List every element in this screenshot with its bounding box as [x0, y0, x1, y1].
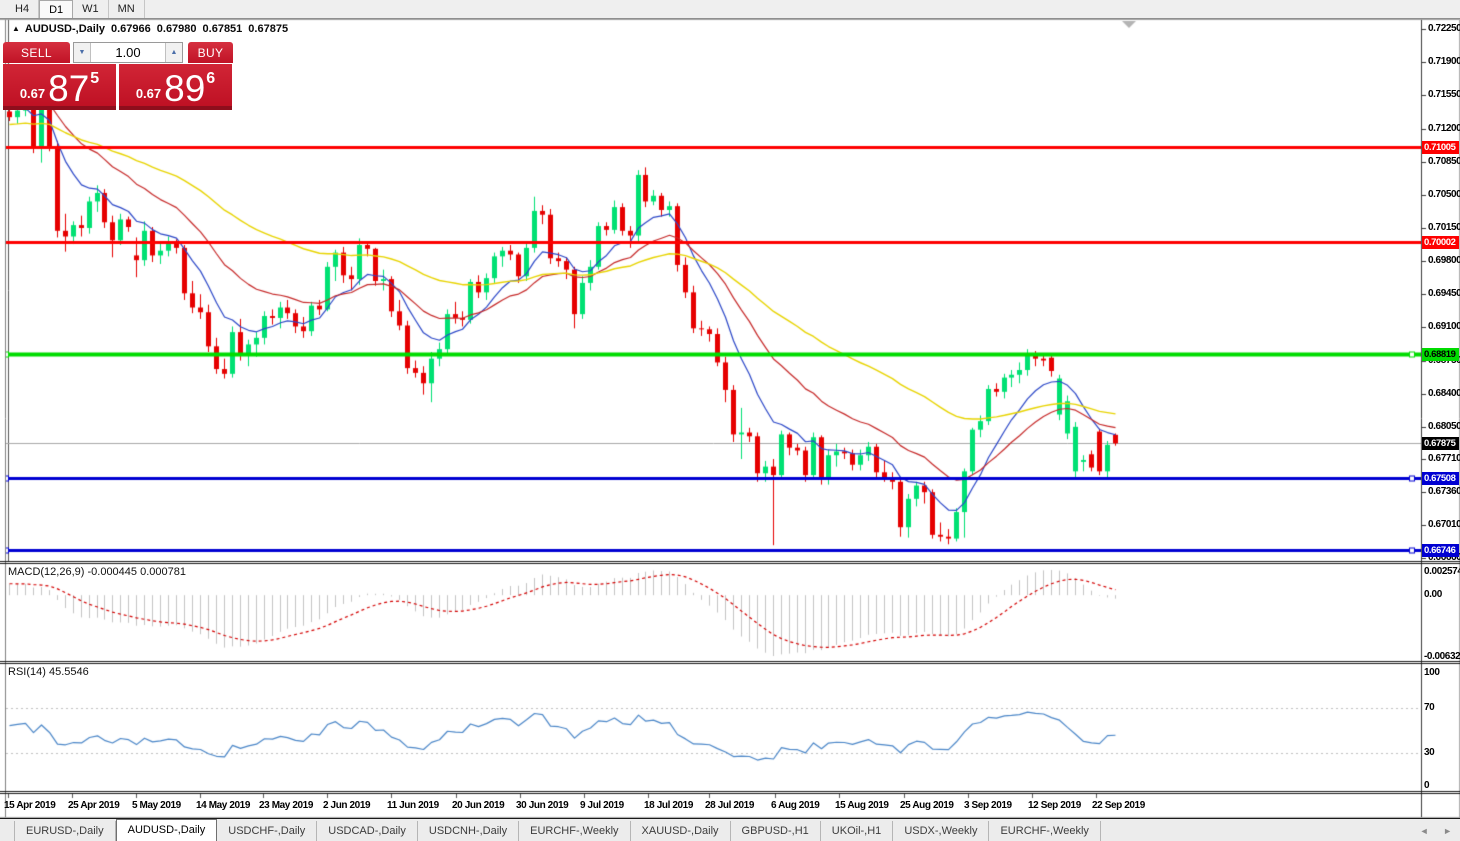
macd-axis-max: 0.002574	[1424, 566, 1460, 577]
x-axis-label: 18 Jul 2019	[644, 800, 693, 811]
y-axis-label: 0.71900	[1428, 56, 1460, 67]
timeframe-button-h4[interactable]: H4	[6, 0, 40, 18]
x-axis-label: 6 Aug 2019	[771, 800, 820, 811]
chart-tab-usdcnh-daily[interactable]: USDCNH-,Daily	[418, 821, 520, 841]
y-axis-label: 0.67010	[1428, 519, 1460, 530]
macd-axis-min: -0.006326	[1424, 651, 1460, 662]
buy-button[interactable]: BUY	[188, 42, 233, 63]
macd-pane-title: MACD(12,26,9) -0.000445 0.000781	[8, 566, 186, 578]
chart-tab-gbpusd-h1[interactable]: GBPUSD-,H1	[731, 821, 821, 841]
chart-tab-eurchf-weekly[interactable]: EURCHF-,Weekly	[519, 821, 631, 841]
y-axis-label: 0.69100	[1428, 321, 1460, 332]
chart-symbol-period: AUDUSD-,Daily	[24, 23, 105, 35]
volume-increase-icon[interactable]: ▲	[165, 43, 182, 62]
rsi-axis-label: 100	[1424, 667, 1440, 678]
current-price-badge: 0.67875	[1422, 437, 1459, 450]
x-axis-label: 25 Apr 2019	[68, 800, 120, 811]
timeframe-toolbar: H4 D1 W1 MN	[0, 0, 1460, 19]
tab-scroll-right-icon[interactable]: ►	[1443, 826, 1452, 836]
price-line-badge: 0.71005	[1422, 141, 1459, 154]
buy-price-prefix: 0.67	[135, 86, 162, 101]
volume-input[interactable]	[91, 43, 165, 62]
buy-price-sup: 6	[206, 70, 216, 87]
chart-header: ▲ AUDUSD-,Daily 0.67966 0.67980 0.67851 0.678…	[12, 23, 288, 35]
x-axis-label: 5 May 2019	[132, 800, 181, 811]
volume-decrease-icon[interactable]: ▼	[74, 43, 91, 62]
x-axis-label: 25 Aug 2019	[900, 800, 954, 811]
chart-tab-xauusd-daily[interactable]: XAUUSD-,Daily	[631, 821, 731, 841]
y-axis-label: 0.72250	[1428, 23, 1460, 34]
y-axis-label: 0.68400	[1428, 388, 1460, 399]
sell-price-box[interactable]: 0.67 87 5	[3, 64, 116, 110]
macd-main-value: -0.000445	[87, 566, 138, 578]
chart-tab-audusd-daily[interactable]: AUDUSD-,Daily	[115, 819, 218, 841]
volume-stepper: ▼ ▲	[73, 42, 183, 63]
chart-tab-usdcad-daily[interactable]: USDCAD-,Daily	[317, 821, 418, 841]
x-axis-label: 23 May 2019	[259, 800, 313, 811]
rsi-value: 45.5546	[48, 666, 89, 678]
x-axis-label: 22 Sep 2019	[1092, 800, 1145, 811]
timeframe-button-mn[interactable]: MN	[109, 0, 145, 18]
y-axis-label: 0.70500	[1428, 189, 1460, 200]
chart-tab-usdchf-daily[interactable]: USDCHF-,Daily	[217, 821, 318, 841]
x-axis-label: 14 May 2019	[196, 800, 250, 811]
buy-price-box[interactable]: 0.67 89 6	[119, 64, 232, 110]
price-line-badge: 0.70002	[1422, 236, 1459, 249]
rsi-pane-title: RSI(14) 45.5546	[8, 666, 89, 678]
ohlc-low: 0.67851	[202, 23, 243, 35]
y-axis-label: 0.69450	[1428, 288, 1460, 299]
y-axis-label: 0.71550	[1428, 89, 1460, 100]
rsi-axis-label: 30	[1424, 747, 1435, 758]
buy-price-big: 89	[164, 67, 206, 109]
x-axis-label: 15 Apr 2019	[4, 800, 56, 811]
y-axis-label: 0.70150	[1428, 222, 1460, 233]
sell-button[interactable]: SELL	[3, 42, 70, 63]
ohlc-close: 0.67875	[248, 23, 289, 35]
sell-price-sup: 5	[90, 70, 100, 87]
x-axis-label: 28 Jul 2019	[705, 800, 754, 811]
tab-scroll-left-icon[interactable]: ◄	[1419, 826, 1429, 836]
timeframe-button-d1[interactable]: D1	[39, 0, 74, 18]
chart-tab-eurchf-weekly[interactable]: EURCHF-,Weekly	[989, 821, 1101, 841]
price-line-badge: 0.66746	[1422, 544, 1459, 557]
chart-tab-eurusd-daily[interactable]: EURUSD-,Daily	[14, 821, 116, 841]
x-axis-label: 3 Sep 2019	[964, 800, 1012, 811]
ohlc-open: 0.67966	[111, 23, 151, 35]
x-axis-label: 20 Jun 2019	[452, 800, 505, 811]
tab-scroll-arrows: ◄ ►	[1408, 826, 1452, 836]
macd-axis-zero: 0.00	[1424, 589, 1442, 600]
x-axis-label: 9 Jul 2019	[580, 800, 624, 811]
symbol-tab-bar: EURUSD-,Daily AUDUSD-,Daily USDCHF-,Daily U…	[0, 818, 1460, 841]
macd-signal-value: 0.000781	[140, 566, 186, 578]
chart-tab-ukoil-h1[interactable]: UKOil-,H1	[821, 821, 894, 841]
rsi-axis-label: 0	[1424, 780, 1430, 791]
y-axis-label: 0.68050	[1428, 421, 1460, 432]
timeframe-button-w1[interactable]: W1	[73, 0, 109, 18]
y-axis-label: 0.69800	[1428, 255, 1460, 266]
y-axis-label: 0.71200	[1428, 123, 1460, 134]
x-axis-label: 12 Sep 2019	[1028, 800, 1081, 811]
x-axis-label: 2 Jun 2019	[323, 800, 371, 811]
sell-price-prefix: 0.67	[19, 86, 46, 101]
price-line-badge: 0.67508	[1422, 472, 1459, 485]
collapse-triangle-icon[interactable]: ▲	[12, 24, 20, 33]
price-line-badge: 0.68819	[1422, 348, 1459, 361]
y-axis-label: 0.67360	[1428, 486, 1460, 497]
ohlc-high: 0.67980	[156, 23, 197, 35]
y-axis-label: 0.67710	[1428, 453, 1460, 464]
x-axis-label: 11 Jun 2019	[387, 800, 439, 811]
chart-tab-usdx-weekly[interactable]: USDX-,Weekly	[893, 821, 990, 841]
x-axis-label: 30 Jun 2019	[516, 800, 569, 811]
rsi-axis-label: 70	[1424, 702, 1435, 713]
x-axis-label: 15 Aug 2019	[835, 800, 889, 811]
y-axis-label: 0.66660	[1428, 552, 1460, 563]
one-click-trade-panel: SELL ▼ ▲ BUY 0.67 87 5 0.67 89 6	[3, 42, 233, 110]
y-axis-label: 0.70850	[1428, 156, 1460, 167]
sell-price-big: 87	[48, 67, 90, 109]
